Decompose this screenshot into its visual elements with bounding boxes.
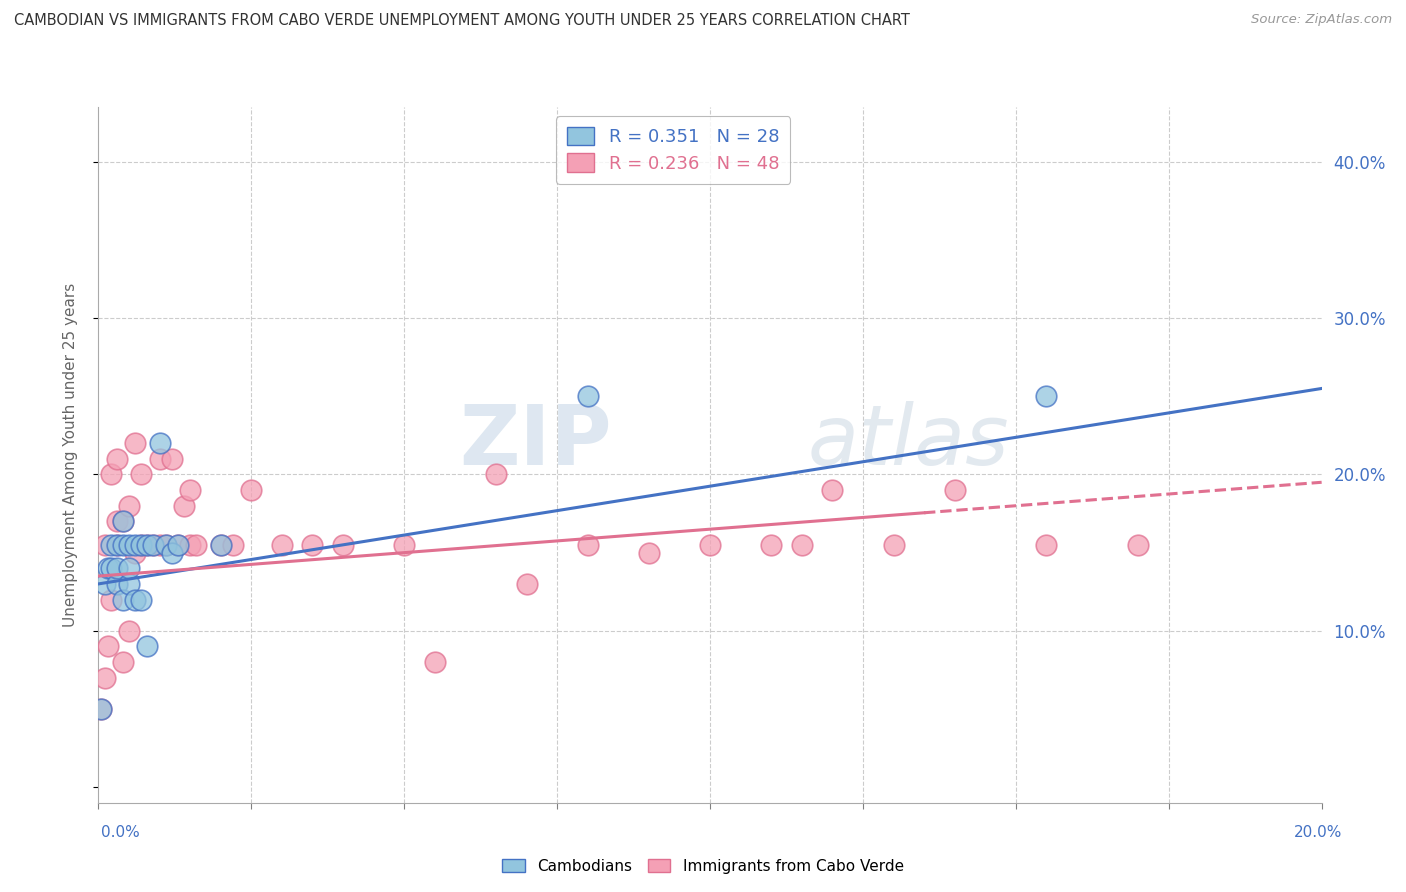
Point	[111, 592, 134, 607]
Point	[301, 538, 323, 552]
Point	[129, 592, 152, 607]
Point	[100, 592, 122, 607]
Text: atlas: atlas	[808, 401, 1010, 482]
Point	[576, 389, 599, 403]
Point	[118, 538, 141, 552]
Text: 20.0%: 20.0%	[1295, 825, 1343, 840]
Legend: R = 0.351   N = 28, R = 0.236   N = 48: R = 0.351 N = 28, R = 0.236 N = 48	[557, 116, 790, 184]
Point	[105, 451, 128, 466]
Point	[111, 514, 134, 528]
Point	[124, 538, 146, 552]
Point	[105, 538, 128, 552]
Point	[209, 538, 232, 552]
Point	[1035, 538, 1057, 552]
Point	[136, 538, 159, 552]
Point	[142, 538, 165, 552]
Point	[392, 538, 416, 552]
Point	[883, 538, 905, 552]
Point	[222, 538, 245, 552]
Point	[821, 483, 844, 497]
Point	[155, 538, 177, 552]
Legend: Cambodians, Immigrants from Cabo Verde: Cambodians, Immigrants from Cabo Verde	[496, 853, 910, 880]
Point	[149, 538, 172, 552]
Point	[167, 538, 190, 552]
Point	[118, 499, 141, 513]
Point	[136, 640, 159, 654]
Point	[111, 538, 134, 552]
Point	[105, 561, 128, 575]
Point	[93, 671, 115, 685]
Point	[129, 538, 152, 552]
Text: 0.0%: 0.0%	[101, 825, 141, 840]
Text: Source: ZipAtlas.com: Source: ZipAtlas.com	[1251, 13, 1392, 27]
Point	[111, 655, 134, 669]
Point	[129, 538, 152, 552]
Point	[485, 467, 508, 482]
Point	[105, 538, 128, 552]
Point	[160, 546, 183, 560]
Point	[124, 546, 146, 560]
Point	[105, 577, 128, 591]
Point	[637, 546, 661, 560]
Point	[1128, 538, 1150, 552]
Point	[173, 499, 195, 513]
Point	[100, 538, 122, 552]
Y-axis label: Unemployment Among Youth under 25 years: Unemployment Among Youth under 25 years	[63, 283, 77, 627]
Point	[149, 451, 172, 466]
Point	[209, 538, 232, 552]
Point	[699, 538, 721, 552]
Point	[105, 514, 128, 528]
Point	[118, 561, 141, 575]
Point	[124, 592, 146, 607]
Point	[118, 624, 141, 638]
Point	[155, 538, 177, 552]
Point	[142, 538, 165, 552]
Point	[790, 538, 813, 552]
Point	[149, 436, 172, 450]
Point	[160, 451, 183, 466]
Point	[100, 561, 122, 575]
Text: CAMBODIAN VS IMMIGRANTS FROM CABO VERDE UNEMPLOYMENT AMONG YOUTH UNDER 25 YEARS : CAMBODIAN VS IMMIGRANTS FROM CABO VERDE …	[14, 13, 910, 29]
Point	[90, 702, 112, 716]
Point	[93, 538, 115, 552]
Point	[423, 655, 446, 669]
Point	[179, 483, 201, 497]
Point	[124, 436, 146, 450]
Point	[516, 577, 538, 591]
Point	[118, 577, 141, 591]
Point	[240, 483, 263, 497]
Point	[97, 640, 120, 654]
Point	[759, 538, 782, 552]
Point	[93, 577, 115, 591]
Point	[90, 702, 112, 716]
Point	[270, 538, 292, 552]
Point	[100, 467, 122, 482]
Point	[179, 538, 201, 552]
Point	[332, 538, 354, 552]
Point	[943, 483, 966, 497]
Point	[111, 514, 134, 528]
Point	[136, 538, 159, 552]
Point	[1035, 389, 1057, 403]
Point	[186, 538, 208, 552]
Text: ZIP: ZIP	[460, 401, 612, 482]
Point	[576, 538, 599, 552]
Point	[167, 538, 190, 552]
Point	[129, 467, 152, 482]
Point	[97, 561, 120, 575]
